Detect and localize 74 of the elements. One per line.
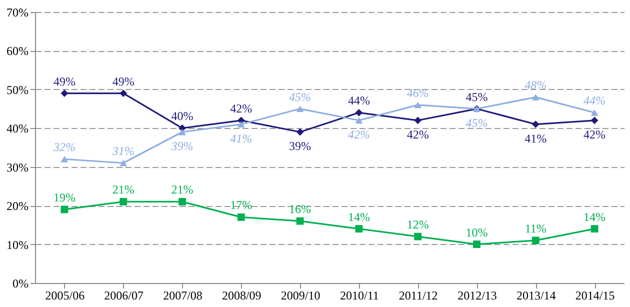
- point: [296, 106, 304, 112]
- x-tick-label: 2009/10: [280, 288, 320, 302]
- data-label: 40%: [171, 109, 194, 124]
- data-label: 32%: [52, 140, 76, 154]
- data-label: 19%: [53, 190, 76, 204]
- point: [590, 116, 598, 124]
- data-label: 14%: [584, 210, 606, 224]
- point: [296, 217, 304, 225]
- data-label: 46%: [406, 86, 429, 100]
- point: [60, 156, 68, 162]
- point: [355, 117, 363, 124]
- point: [414, 232, 422, 240]
- point: [60, 90, 68, 98]
- point: [178, 198, 186, 206]
- y-tick-label: 70%: [6, 6, 28, 20]
- y-tick-label: 30%: [6, 160, 28, 174]
- data-label: 49%: [53, 74, 76, 88]
- data-label: 11%: [524, 221, 546, 236]
- point: [296, 128, 304, 136]
- point: [355, 108, 363, 116]
- data-label: 21%: [171, 182, 194, 197]
- data-label: 45%: [466, 116, 488, 130]
- point: [178, 128, 186, 136]
- data-label: 49%: [112, 74, 134, 88]
- y-tick-label: 10%: [6, 238, 28, 252]
- data-label: 41%: [524, 131, 547, 146]
- point: [120, 198, 128, 206]
- y-tick-label: 40%: [6, 122, 28, 136]
- data-label: 31%: [111, 144, 134, 158]
- x-tick-label: 2012/13: [458, 288, 497, 302]
- data-label: 16%: [289, 202, 312, 216]
- data-label: 17%: [230, 198, 252, 212]
- point: [120, 90, 128, 98]
- data-label: 42%: [406, 127, 429, 142]
- data-label: 45%: [289, 90, 312, 104]
- point: [120, 160, 128, 166]
- data-label: 21%: [112, 182, 134, 197]
- data-label: 45%: [466, 90, 488, 104]
- x-tick-label: 2013/14: [516, 288, 556, 302]
- point: [473, 240, 480, 248]
- point: [355, 225, 363, 233]
- x-tick-label: 2006/07: [104, 288, 144, 302]
- point: [414, 102, 422, 108]
- y-tick-label: 20%: [6, 199, 28, 214]
- point: [237, 121, 245, 128]
- x-tick-label: 2010/11: [340, 288, 379, 302]
- y-tick-label: 50%: [6, 82, 28, 97]
- x-tick-label: 2014/15: [575, 288, 615, 302]
- point: [532, 94, 540, 100]
- data-label: 44%: [348, 94, 370, 108]
- point: [414, 116, 422, 124]
- data-label: 10%: [466, 225, 488, 240]
- point: [532, 120, 540, 128]
- point: [532, 236, 540, 244]
- point: [590, 109, 598, 116]
- data-label: 39%: [289, 139, 312, 154]
- x-tick-label: 2008/09: [222, 288, 262, 302]
- data-label: 42%: [230, 101, 252, 116]
- data-label: 12%: [406, 218, 429, 232]
- x-tick-label: 2007/08: [163, 288, 202, 302]
- data-label: 14%: [348, 210, 370, 224]
- point: [60, 206, 68, 214]
- x-tick-label: 2005/06: [45, 288, 85, 302]
- point: [590, 225, 598, 233]
- data-label: 42%: [584, 127, 606, 142]
- data-label: 44%: [584, 94, 606, 108]
- data-label: 48%: [524, 78, 547, 92]
- data-label: 39%: [170, 139, 194, 154]
- point: [237, 213, 245, 221]
- y-tick-label: 60%: [6, 44, 28, 58]
- x-tick-label: 2011/12: [398, 288, 438, 302]
- data-label: 41%: [230, 131, 252, 146]
- y-tick-label: 0%: [12, 276, 28, 290]
- data-label: 42%: [348, 127, 370, 142]
